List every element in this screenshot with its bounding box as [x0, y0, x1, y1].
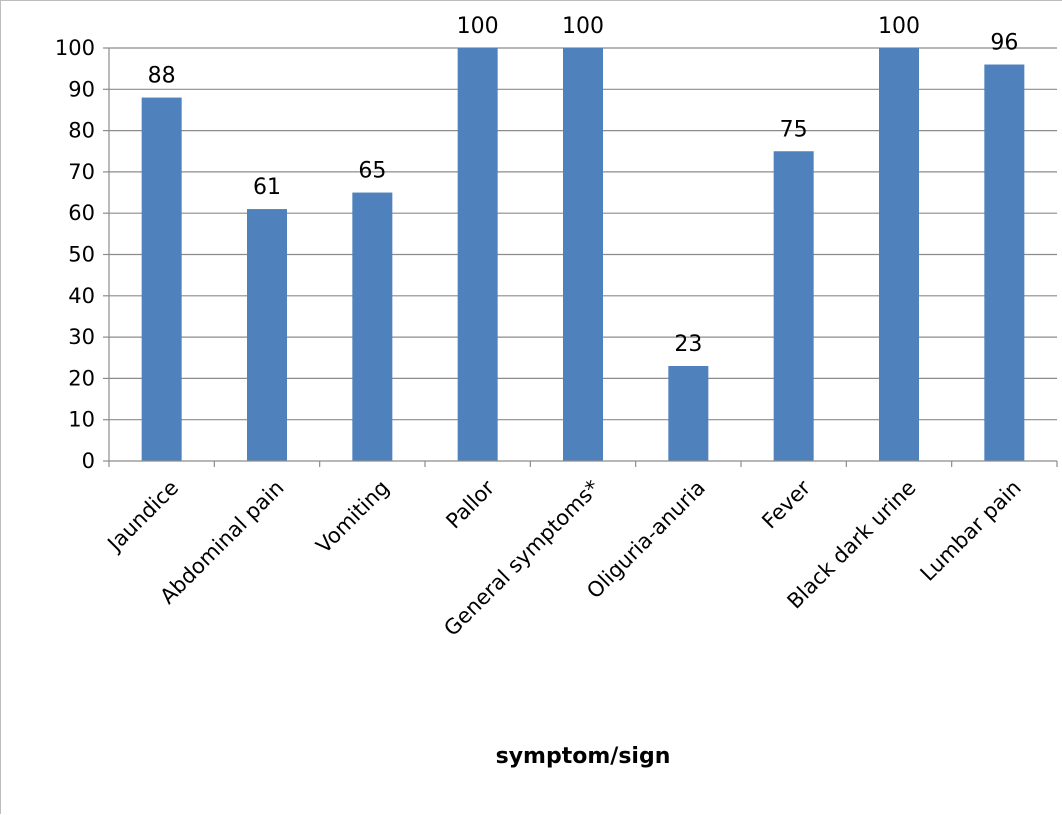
y-tick-label: 40: [68, 284, 95, 308]
x-axis-title: symptom/sign: [496, 744, 671, 769]
bar: [247, 209, 287, 461]
data-label: 100: [562, 14, 604, 39]
y-tick-label: 50: [68, 243, 95, 267]
bar: [879, 48, 919, 461]
y-tick-label: 0: [82, 449, 95, 473]
bar: [773, 151, 814, 461]
y-tick-label: 100: [55, 36, 95, 60]
data-label: 96: [990, 31, 1018, 56]
bar: [984, 64, 1025, 461]
data-label: 100: [878, 14, 920, 39]
category-label: Jaundice: [102, 476, 184, 558]
data-label: 23: [674, 332, 702, 357]
y-tick-label: 70: [68, 160, 95, 184]
data-label: 61: [253, 175, 281, 200]
data-labels: 88 61 65 100 100 23 75 100 96: [148, 14, 1019, 357]
bar: [457, 48, 498, 461]
bar: [668, 366, 709, 461]
category-label: Lumbar pain: [916, 476, 1026, 586]
bars: [141, 48, 1025, 462]
y-tick-label: 30: [68, 325, 95, 349]
bar: [352, 192, 393, 462]
data-label: 65: [358, 159, 386, 184]
y-tick-label: 90: [68, 77, 95, 101]
x-axis-ticks: [108, 461, 1058, 467]
y-axis-ticks: 0 10 20 30 40 50 60 70 80 90 100: [55, 36, 109, 473]
bar: [141, 97, 182, 461]
y-tick-label: 10: [68, 408, 95, 432]
y-tick-label: 60: [68, 201, 95, 225]
category-label: Pallor: [441, 475, 499, 533]
category-label: Vomiting: [311, 476, 393, 558]
data-label: 100: [457, 14, 499, 39]
data-label: 75: [780, 117, 808, 142]
y-tick-label: 20: [68, 366, 95, 390]
y-tick-label: 80: [68, 119, 95, 143]
bar: [563, 48, 603, 461]
data-label: 88: [148, 64, 176, 89]
axes: [108, 48, 1057, 462]
category-label: Fever: [757, 475, 815, 533]
